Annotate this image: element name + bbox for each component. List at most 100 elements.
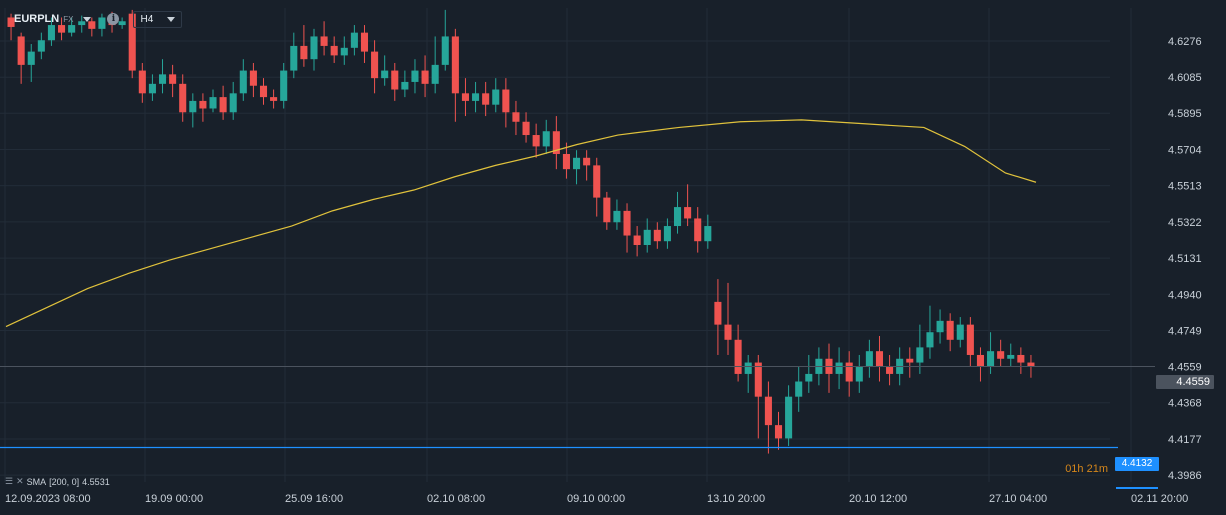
- candle-body: [633, 235, 641, 245]
- candle-body: [78, 21, 86, 26]
- x-tick-label: 12.09.2023 08:00: [5, 493, 91, 505]
- candle-body: [966, 324, 974, 355]
- candle-body: [673, 207, 682, 227]
- list-icon[interactable]: ☰: [5, 476, 14, 486]
- candle-body: [512, 112, 520, 122]
- indicator-legend: ☰ ✕ SMA [200, 0] 4.5531: [5, 476, 110, 487]
- y-tick-label: 4.4177: [1168, 434, 1202, 446]
- candle-body: [886, 366, 894, 374]
- countdown-label: 01h 21m: [1065, 463, 1108, 475]
- candle-body: [391, 70, 399, 90]
- candle-body: [774, 425, 783, 439]
- candle-body: [936, 320, 944, 333]
- info-icon[interactable]: i: [107, 13, 120, 25]
- candle-body: [1007, 354, 1015, 359]
- candle-body: [259, 85, 268, 98]
- candle-body: [310, 36, 318, 60]
- y-axis-ticks: 4.6276 4.6085 4.5895 4.5704 4.5513 4.5322 4.51…: [1168, 36, 1202, 482]
- y-tick-label: 4.4559: [1168, 362, 1202, 374]
- candle-body: [613, 210, 621, 223]
- candle-body: [98, 17, 106, 29]
- indicator-params: [200, 0]: [49, 476, 80, 487]
- candle-body: [17, 36, 25, 65]
- candle-body: [461, 93, 469, 101]
- candle-body: [845, 362, 853, 382]
- indicator-name: SMA: [26, 476, 47, 487]
- candle-body: [1017, 354, 1025, 363]
- candle-body: [199, 100, 207, 109]
- candle-body: [663, 226, 671, 242]
- y-tick-label: 4.5704: [1168, 144, 1202, 156]
- candle-body: [27, 51, 35, 65]
- candle-body: [421, 70, 429, 84]
- candle-body: [482, 93, 490, 105]
- candle-body: [744, 362, 752, 374]
- candle-body: [522, 121, 530, 136]
- candle-body: [906, 358, 914, 363]
- candle-body: [502, 89, 510, 113]
- candle-body: [280, 70, 288, 101]
- candle-body: [754, 362, 762, 397]
- candle-body: [148, 83, 156, 94]
- candle-body: [532, 135, 540, 147]
- candle-body: [270, 97, 278, 101]
- candle-body: [441, 36, 449, 65]
- current-price-tag: 4.4559: [1156, 375, 1214, 389]
- close-icon[interactable]: ✕: [16, 476, 24, 486]
- y-tick-label: 4.6085: [1168, 72, 1202, 84]
- line-price-tag[interactable]: 4.4132: [1115, 457, 1159, 471]
- symbol-name[interactable]: EURPLN: [14, 13, 60, 25]
- candle-body: [785, 396, 793, 439]
- candle-body: [68, 25, 76, 33]
- candle-body: [58, 25, 66, 33]
- y-tick-label: 4.4749: [1168, 326, 1202, 338]
- candle-body: [542, 131, 550, 147]
- candle-body: [360, 32, 369, 52]
- candle-body: [179, 83, 187, 113]
- candle-body: [300, 45, 308, 60]
- candle-body: [239, 70, 247, 94]
- candle-body: [684, 207, 692, 219]
- y-tick-label: 4.5895: [1168, 108, 1202, 120]
- candle-body: [623, 210, 631, 236]
- timeframe-selector[interactable]: H4: [133, 10, 183, 28]
- candle-body: [411, 70, 419, 82]
- candle-body: [229, 93, 237, 113]
- candle-body: [37, 40, 45, 52]
- symbol-type: FX: [63, 14, 74, 24]
- candle-body: [290, 45, 298, 71]
- x-tick-label: 27.10 04:00: [989, 493, 1047, 505]
- y-tick-label: 4.6276: [1168, 36, 1202, 48]
- candle-body: [128, 13, 136, 71]
- candle-body: [1027, 362, 1035, 367]
- x-tick-label: 19.09 00:00: [145, 493, 203, 505]
- chevron-down-icon[interactable]: [83, 16, 92, 22]
- y-tick-label: 4.4940: [1168, 289, 1202, 301]
- candle-body: [340, 47, 348, 56]
- x-tick-label: 02.11 20:00: [1131, 493, 1188, 505]
- candle-body: [118, 21, 126, 26]
- candle-body: [603, 197, 611, 223]
- candle-body: [916, 347, 924, 363]
- candle-body: [976, 354, 984, 367]
- candle-body: [7, 17, 15, 27]
- candle-body: [926, 332, 934, 348]
- candle-body: [593, 165, 601, 198]
- candles-layer: [7, 9, 1035, 454]
- candle-body: [764, 396, 772, 426]
- y-tick-label: 4.5322: [1168, 217, 1202, 229]
- candle-body: [88, 21, 96, 29]
- candle-body: [875, 351, 884, 367]
- candle-body: [653, 229, 661, 242]
- candle-body: [714, 301, 722, 325]
- y-tick-label: 4.5513: [1168, 181, 1202, 193]
- candle-body: [734, 339, 742, 374]
- x-axis-ticks: 12.09.2023 08:00 19.09 00:00 25.09 16:00 02…: [5, 493, 1188, 505]
- x-tick-label: 20.10 12:00: [849, 493, 907, 505]
- candle-body: [320, 36, 328, 46]
- candle-body: [138, 70, 146, 94]
- candle-body: [562, 153, 570, 170]
- candle-body: [795, 381, 803, 397]
- candle-body: [371, 51, 379, 79]
